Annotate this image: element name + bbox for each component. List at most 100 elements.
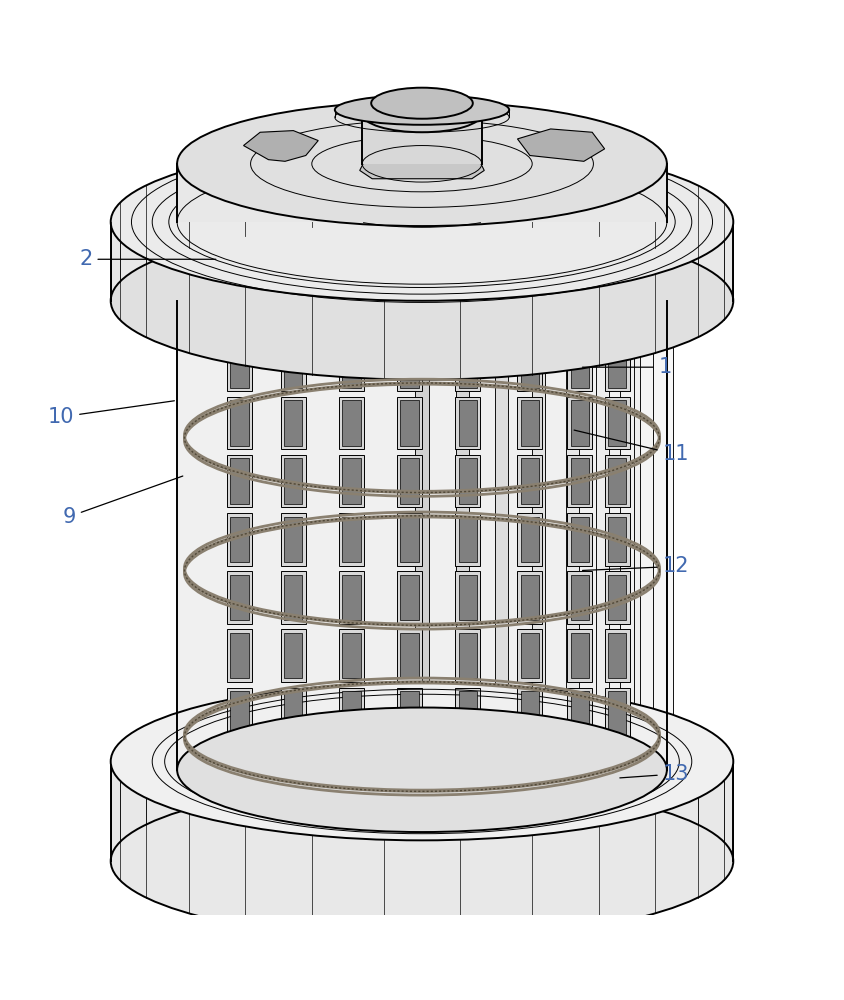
Text: 1: 1 (582, 357, 672, 377)
Polygon shape (567, 571, 592, 624)
Text: 9: 9 (62, 476, 183, 527)
Polygon shape (652, 301, 666, 770)
Polygon shape (281, 513, 306, 566)
Polygon shape (571, 633, 589, 678)
Polygon shape (608, 575, 626, 620)
Polygon shape (604, 397, 630, 449)
Polygon shape (230, 400, 248, 446)
Polygon shape (343, 517, 360, 562)
Polygon shape (640, 301, 653, 770)
Polygon shape (284, 633, 302, 678)
Polygon shape (604, 339, 630, 391)
Polygon shape (517, 688, 543, 740)
Polygon shape (343, 458, 360, 504)
Polygon shape (608, 517, 626, 562)
Polygon shape (517, 129, 604, 161)
Ellipse shape (177, 239, 667, 363)
Polygon shape (567, 339, 592, 391)
Polygon shape (458, 575, 477, 620)
Ellipse shape (177, 102, 667, 226)
Polygon shape (571, 400, 589, 446)
Ellipse shape (371, 88, 473, 119)
Polygon shape (227, 455, 252, 507)
Polygon shape (567, 397, 592, 449)
Polygon shape (567, 688, 592, 740)
Polygon shape (343, 400, 360, 446)
Polygon shape (604, 571, 630, 624)
Text: 12: 12 (582, 556, 690, 576)
Polygon shape (565, 301, 579, 770)
Polygon shape (400, 575, 419, 620)
Polygon shape (458, 400, 477, 446)
Polygon shape (571, 342, 589, 388)
Polygon shape (571, 517, 589, 562)
Polygon shape (455, 397, 480, 449)
Polygon shape (397, 339, 422, 391)
Polygon shape (495, 301, 508, 770)
Polygon shape (458, 517, 477, 562)
Polygon shape (517, 629, 543, 682)
Polygon shape (517, 571, 543, 624)
Polygon shape (281, 629, 306, 682)
Polygon shape (230, 575, 248, 620)
Polygon shape (517, 397, 543, 449)
Polygon shape (521, 458, 539, 504)
Polygon shape (532, 301, 545, 770)
Polygon shape (400, 458, 419, 504)
Polygon shape (362, 114, 482, 164)
Polygon shape (339, 513, 364, 566)
Polygon shape (339, 688, 364, 740)
Polygon shape (230, 342, 248, 388)
Polygon shape (177, 164, 667, 222)
Text: 10: 10 (47, 401, 175, 427)
Polygon shape (604, 455, 630, 507)
Polygon shape (532, 301, 545, 770)
Polygon shape (608, 458, 626, 504)
Polygon shape (397, 455, 422, 507)
Polygon shape (604, 629, 630, 682)
Ellipse shape (111, 143, 733, 301)
Polygon shape (339, 571, 364, 624)
Polygon shape (230, 691, 248, 737)
Polygon shape (567, 629, 592, 682)
Polygon shape (455, 688, 480, 740)
Polygon shape (281, 571, 306, 624)
Polygon shape (521, 517, 539, 562)
Polygon shape (284, 517, 302, 562)
Polygon shape (397, 629, 422, 682)
Polygon shape (111, 222, 733, 301)
Polygon shape (456, 301, 469, 770)
Polygon shape (400, 400, 419, 446)
Polygon shape (571, 691, 589, 737)
Polygon shape (604, 688, 630, 740)
Polygon shape (339, 455, 364, 507)
Polygon shape (517, 513, 543, 566)
Polygon shape (111, 761, 733, 861)
Ellipse shape (335, 95, 509, 125)
Polygon shape (521, 400, 539, 446)
Polygon shape (620, 301, 634, 770)
Polygon shape (521, 575, 539, 620)
Ellipse shape (111, 683, 733, 840)
Polygon shape (458, 691, 477, 737)
Polygon shape (567, 513, 592, 566)
Polygon shape (640, 301, 653, 770)
Polygon shape (455, 629, 480, 682)
Polygon shape (339, 397, 364, 449)
Polygon shape (517, 339, 543, 391)
Polygon shape (571, 575, 589, 620)
Polygon shape (227, 571, 252, 624)
Polygon shape (458, 342, 477, 388)
Polygon shape (415, 301, 429, 770)
Polygon shape (339, 339, 364, 391)
Polygon shape (415, 301, 429, 770)
Polygon shape (455, 339, 480, 391)
Polygon shape (397, 397, 422, 449)
Polygon shape (227, 397, 252, 449)
Polygon shape (571, 458, 589, 504)
Polygon shape (455, 571, 480, 624)
Polygon shape (343, 633, 360, 678)
Polygon shape (284, 458, 302, 504)
Polygon shape (281, 688, 306, 740)
Polygon shape (230, 517, 248, 562)
